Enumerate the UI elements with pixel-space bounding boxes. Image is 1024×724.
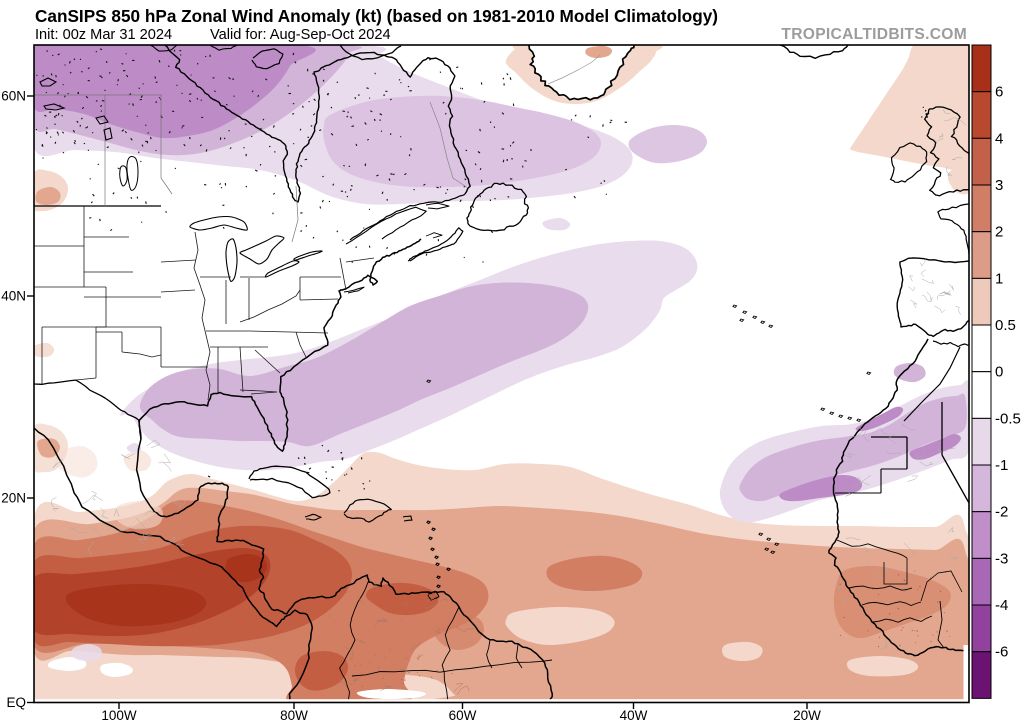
svg-text:-3: -3 [995, 550, 1008, 567]
svg-text:0: 0 [995, 364, 1003, 381]
svg-text:60W: 60W [449, 708, 477, 723]
svg-text:1: 1 [995, 270, 1003, 287]
svg-text:60N: 60N [1, 89, 26, 104]
svg-text:-6: -6 [995, 644, 1008, 661]
svg-text:100W: 100W [101, 708, 137, 723]
svg-text:40W: 40W [620, 708, 648, 723]
svg-text:6: 6 [995, 84, 1003, 101]
svg-text:0.5: 0.5 [995, 317, 1016, 334]
svg-text:TROPICALTIDBITS.COM: TROPICALTIDBITS.COM [781, 26, 967, 43]
svg-text:Init: 00z Mar 31 2024: Init: 00z Mar 31 2024 [35, 27, 172, 43]
svg-text:40N: 40N [1, 289, 26, 304]
svg-text:4: 4 [995, 130, 1003, 147]
svg-text:EQ: EQ [6, 695, 26, 710]
svg-text:2: 2 [995, 224, 1003, 241]
svg-text:-0.5: -0.5 [995, 410, 1021, 427]
svg-text:3: 3 [995, 177, 1003, 194]
svg-text:20N: 20N [1, 491, 26, 506]
svg-text:CanSIPS 850 hPa Zonal Wind Ano: CanSIPS 850 hPa Zonal Wind Anomaly (kt) … [35, 6, 718, 26]
svg-text:-4: -4 [995, 597, 1008, 614]
svg-text:80W: 80W [280, 708, 308, 723]
svg-text:-2: -2 [995, 504, 1008, 521]
svg-text:20W: 20W [793, 708, 821, 723]
svg-text:-1: -1 [995, 457, 1008, 474]
svg-text:Valid for: Aug-Sep-Oct 2024: Valid for: Aug-Sep-Oct 2024 [210, 27, 391, 43]
